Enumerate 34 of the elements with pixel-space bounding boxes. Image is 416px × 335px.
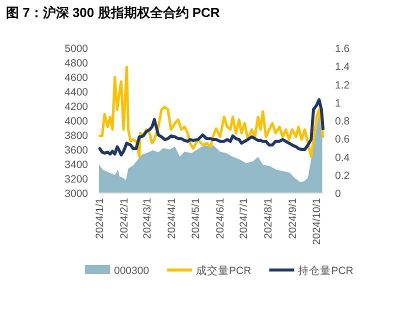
legend-label: 成交量PCR	[196, 264, 252, 277]
x-tick-label: 2024/5/1	[190, 198, 202, 239]
x-tick-label: 2024/7/1	[238, 198, 250, 239]
y-tick-label: 3600	[64, 144, 88, 156]
y-tick-label: 5000	[64, 43, 88, 55]
y-tick-label: 3200	[64, 174, 88, 186]
y-tick-label: 4000	[64, 116, 88, 128]
y-tick-label: 4200	[64, 101, 88, 113]
y2-tick-label: 1.2	[335, 79, 350, 92]
x-tick-label: 2024/3/1	[141, 198, 154, 239]
x-tick-label: 2024/2/1	[118, 198, 131, 239]
y2-tick-label: 0.6	[335, 134, 350, 146]
y-tick-label: 4800	[64, 58, 88, 70]
x-tick-label: 2024/10/1	[310, 198, 323, 245]
y2-tick-label: 0.2	[335, 170, 350, 182]
y2-tick-label: 0.8	[335, 116, 350, 128]
x-tick-label: 2024/9/1	[287, 198, 300, 239]
y-tick-label: 3000	[64, 188, 88, 200]
x-tick-label: 2024/8/1	[262, 198, 275, 239]
y2-tick-label: 1	[335, 97, 341, 110]
y-tick-label: 4400	[64, 86, 88, 98]
x-tick-label: 2024/6/1	[214, 198, 226, 239]
y2-tick-label: 1.4	[335, 61, 350, 74]
y2-tick-label: 1.6	[335, 43, 350, 55]
y2-tick-label: 0.4	[335, 152, 350, 164]
y-tick-label: 3400	[64, 159, 88, 171]
y-tick-label: 3800	[64, 130, 88, 142]
chart-title: 图 7：沪深 300 股指期权全合约 PCR	[6, 5, 220, 20]
y-tick-label: 4600	[64, 72, 88, 84]
x-tick-label: 2024/4/1	[166, 198, 178, 239]
y2-tick-label: 0	[335, 188, 341, 200]
legend-label: 持仓量PCR	[298, 265, 354, 277]
legend-label: 000300	[114, 265, 150, 277]
x-tick-label: 2024/1/1	[94, 198, 106, 239]
